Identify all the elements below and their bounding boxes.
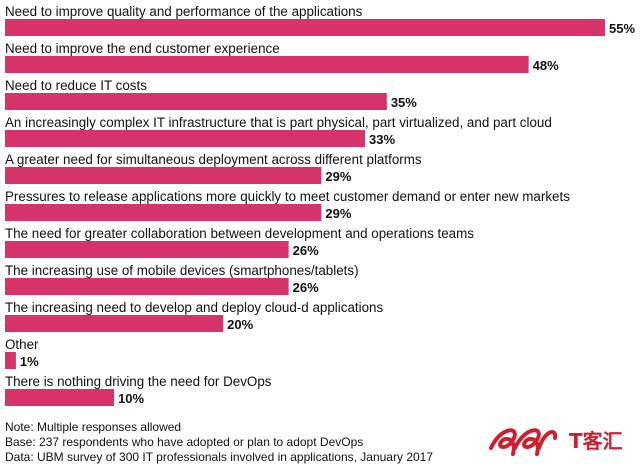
category-label: An increasingly complex IT infrastructur…: [5, 115, 552, 130]
category-label: Need to reduce IT costs: [5, 78, 147, 93]
category-label: The increasing use of mobile devices (sm…: [5, 263, 359, 278]
bar: [5, 204, 322, 221]
value-label: 55%: [609, 21, 635, 36]
bar: [5, 130, 365, 147]
bar: [5, 167, 322, 184]
logo-text: T客汇: [569, 429, 623, 453]
bar: [5, 389, 115, 406]
value-label: 35%: [391, 95, 417, 110]
value-label: 33%: [369, 132, 395, 147]
bar: [5, 19, 605, 36]
value-label: 48%: [533, 58, 559, 73]
category-label: The increasing need to develop and deplo…: [5, 300, 383, 315]
value-label: 29%: [325, 169, 351, 184]
category-label: Need to improve the end customer experie…: [5, 41, 280, 56]
bar: [5, 93, 387, 110]
ee-swirl-logo-icon: T客汇: [489, 428, 623, 456]
note-multiple-responses: Note: Multiple responses allowed: [5, 420, 182, 434]
bar: [5, 56, 529, 73]
bar-chart: Need to improve quality and performance …: [5, 4, 635, 406]
value-label: 29%: [325, 206, 351, 221]
value-label: 1%: [20, 354, 39, 369]
note-base: Base: 237 respondents who have adopted o…: [5, 435, 364, 449]
value-label: 10%: [118, 391, 144, 406]
category-label: The need for greater collaboration betwe…: [5, 226, 474, 241]
category-label: A greater need for simultaneous deployme…: [5, 152, 422, 167]
category-label: There is nothing driving the need for De…: [5, 374, 272, 389]
category-label: Need to improve quality and performance …: [5, 4, 363, 19]
category-label: Other: [5, 337, 39, 352]
value-label: 20%: [227, 317, 253, 332]
value-label: 26%: [293, 280, 319, 295]
category-label: Pressures to release applications more q…: [5, 189, 570, 204]
value-label: 26%: [293, 243, 319, 258]
bar: [5, 315, 224, 332]
bar: [5, 352, 16, 369]
bar: [5, 241, 289, 258]
note-data-source: Data: UBM survey of 300 IT professionals…: [5, 450, 434, 464]
bar: [5, 278, 289, 295]
